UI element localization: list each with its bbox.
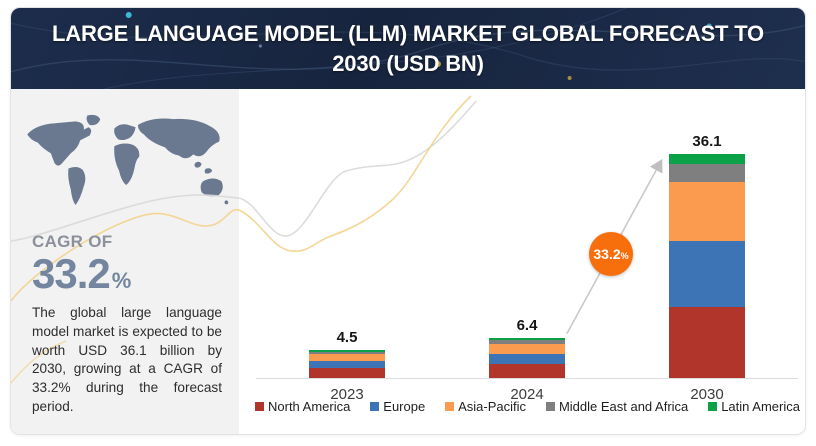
content-body: CAGR OF 33.2% The global large language … [11,89,805,434]
legend-label: Latin America [721,399,800,414]
legend-item-middle-east-and-africa: Middle East and Africa [545,399,689,414]
growth-badge-unit: % [620,250,629,261]
cagr-percent-sign: % [111,268,132,293]
network-texture [11,8,805,89]
page-title: LARGE LANGUAGE MODEL (LLM) MARKET GLOBAL… [52,21,764,76]
x-axis-label-2030: 2030 [690,386,724,403]
bar-segment-north-america [489,364,565,378]
chart-area: 33.2% 4.5 2023 6.4 2024 36.1 2030 North Ameri… [239,89,805,434]
legend-label: North America [268,399,351,414]
bar-total-label: 36.1 [692,133,722,151]
growth-badge: 33.2% [589,232,633,276]
summary-text: The global large language model market i… [32,305,222,414]
x-axis-label-2023: 2023 [330,386,364,403]
summary-sidebar: CAGR OF 33.2% The global large language … [11,89,239,434]
legend-swatch [545,402,555,411]
bar-segment-europe [669,240,745,307]
legend-swatch [370,402,380,411]
bar-segment-middle-east-and-africa [669,164,745,183]
bar-segment-latin-america [669,154,745,165]
bar-segment-latin-america [489,338,565,341]
legend-label: Asia-Pacific [458,399,527,414]
legend-item-north-america: North America [255,399,350,414]
cagr-label: CAGR OF [32,232,113,251]
infographic-card: LARGE LANGUAGE MODEL (LLM) MARKET GLOBAL… [10,7,806,435]
cagr-value: 33.2% [32,250,132,297]
growth-badge-value: 33.2 [593,246,621,262]
bar-segment-middle-east-and-africa [489,340,565,344]
x-axis-line [256,378,798,379]
title-banner: LARGE LANGUAGE MODEL (LLM) MARKET GLOBAL… [11,8,805,89]
legend-swatch [708,402,718,411]
stacked-bar-2024 [489,338,565,378]
x-axis-label-2024: 2024 [510,386,544,403]
bar-total-label: 4.5 [336,329,358,347]
stacked-bar-2030 [669,154,745,378]
bar-chart: 33.2% 4.5 2023 6.4 2024 36.1 2030 [239,89,805,434]
bar-segment-asia-pacific [309,353,385,361]
bar-segment-north-america [309,368,385,378]
legend-item-europe: Europe [370,399,425,414]
legend-swatch [255,402,264,411]
legend-swatch [445,402,455,411]
bar-segment-asia-pacific [669,182,745,241]
bar-segment-europe [309,360,385,369]
stacked-bar-2023 [309,350,385,378]
legend-item-latin-america: Latin America [708,399,800,414]
legend-label: Europe [383,399,426,414]
bar-segment-north-america [669,306,745,378]
legend-label: Middle East and Africa [558,399,689,414]
cagr-number: 33.2 [32,250,111,297]
world-map [27,114,229,206]
bar-segment-europe [489,353,565,365]
bar-segment-latin-america [309,350,385,352]
cagr-block: CAGR OF 33.2% [32,232,132,297]
bar-total-label: 6.4 [516,317,538,335]
bar-segment-asia-pacific [489,343,565,354]
legend-item-asia-pacific: Asia-Pacific [445,399,526,414]
bar-segment-middle-east-and-africa [309,351,385,354]
chart-legend: North America Europe Asia-Pacific Middle Ea… [255,399,800,414]
